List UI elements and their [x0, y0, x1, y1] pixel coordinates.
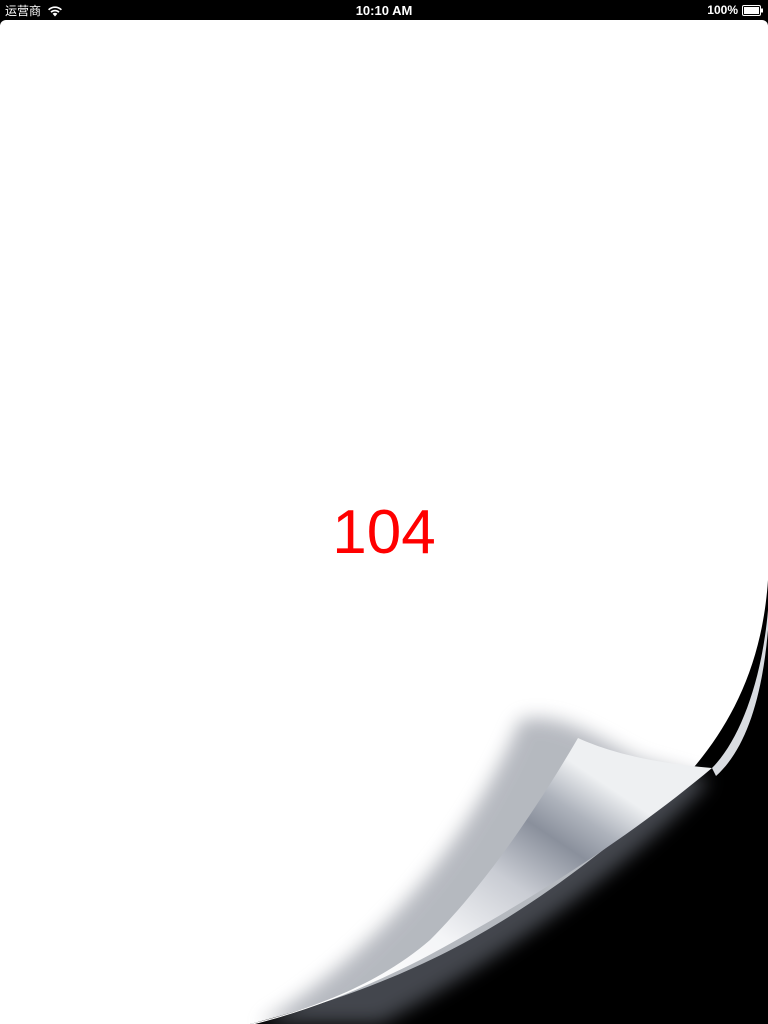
clock: 10:10 AM	[355, 3, 413, 18]
carrier-group: 运营商	[5, 2, 63, 19]
page-number: 104	[332, 498, 436, 567]
battery-group: 100%	[707, 3, 764, 17]
page-curl[interactable]	[0, 20, 768, 1024]
battery-icon	[742, 4, 763, 16]
status-bar: 运营商 10:10 AM 100%	[0, 0, 768, 20]
battery-percent: 100%	[707, 3, 738, 17]
book-page[interactable]: 104	[0, 20, 768, 1024]
wifi-icon	[48, 5, 63, 16]
carrier-name: 运营商	[5, 4, 42, 18]
